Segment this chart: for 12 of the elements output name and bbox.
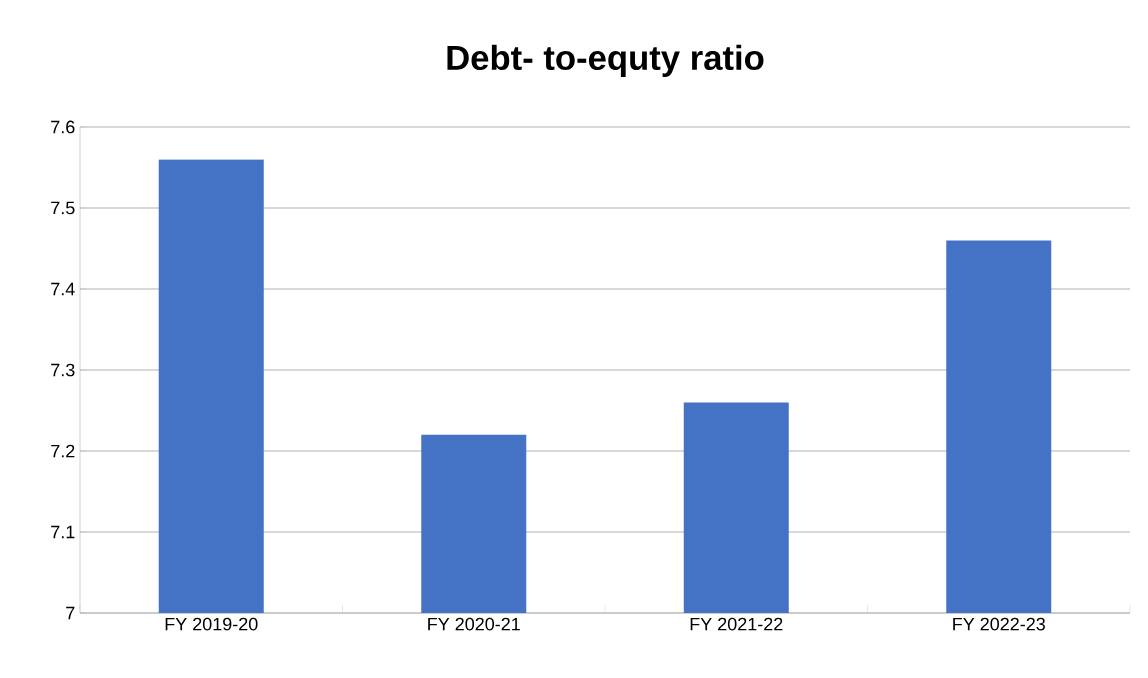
y-tick-label: 7.3 [51,363,75,377]
y-tick-label: 7.4 [51,282,75,296]
x-tick-label: FY 2020-21 [428,617,520,631]
chart-title: Debt- to-equty ratio [447,44,764,77]
y-tick-label: 7.2 [51,444,75,458]
x-tick-label: FY 2021-22 [690,617,783,631]
x-tick-label: FY 2019-20 [165,617,258,631]
x-tick-label: FY 2022-23 [953,617,1045,631]
y-tick-label: 7 [66,606,75,620]
y-tick-label: 7.6 [51,120,75,134]
y-tick-label: 7.5 [51,201,75,215]
y-tick-label: 7.1 [51,525,75,539]
